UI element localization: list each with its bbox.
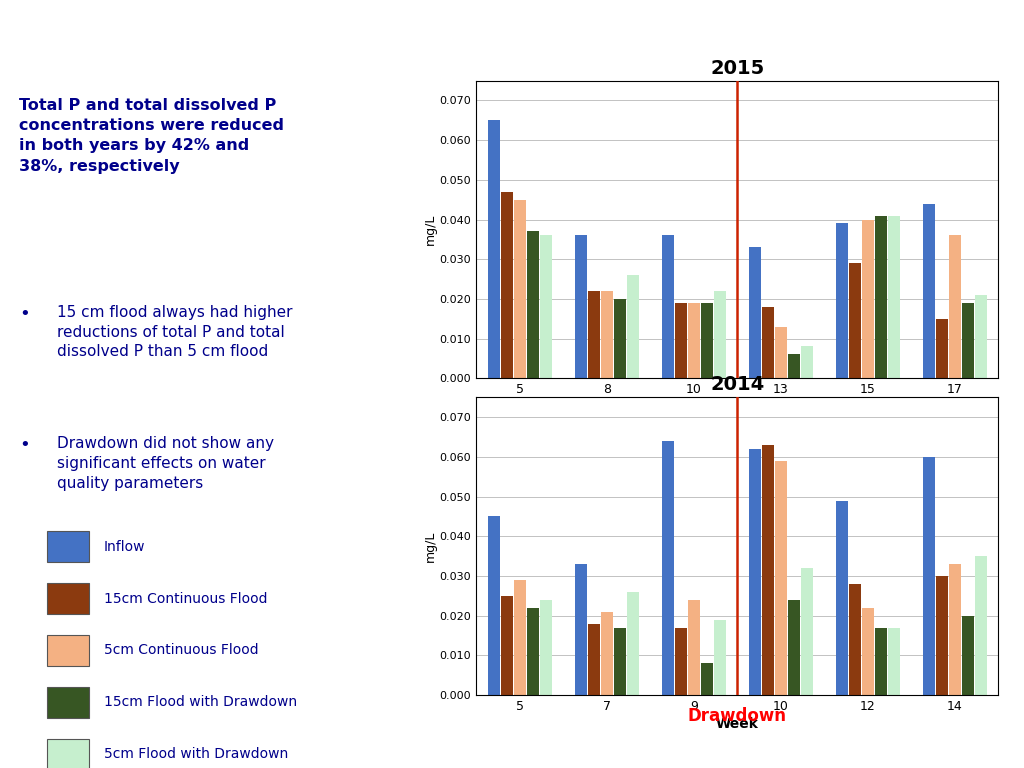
Text: •: •	[18, 436, 30, 454]
Bar	[874, 216, 887, 378]
Bar	[526, 607, 539, 695]
Bar	[675, 627, 687, 695]
Bar	[862, 220, 873, 378]
Bar	[849, 584, 861, 695]
Y-axis label: mg/L: mg/L	[424, 531, 437, 562]
Bar	[688, 303, 699, 378]
Text: 15cm Continuous Flood: 15cm Continuous Flood	[103, 591, 267, 606]
Bar	[688, 600, 699, 695]
Bar	[627, 275, 639, 378]
Bar	[501, 596, 513, 695]
Bar	[762, 306, 774, 378]
Bar	[540, 235, 552, 378]
FancyBboxPatch shape	[47, 531, 89, 562]
FancyBboxPatch shape	[47, 583, 89, 614]
Bar	[762, 445, 774, 695]
Bar	[923, 457, 935, 695]
Bar	[888, 627, 900, 695]
Text: 15cm Flood with Drawdown: 15cm Flood with Drawdown	[103, 695, 297, 710]
Text: Total P and total dissolved P
concentrations were reduced
in both years by 42% a: Total P and total dissolved P concentrat…	[18, 98, 284, 174]
Bar	[836, 501, 848, 695]
Bar	[787, 600, 800, 695]
Bar	[487, 516, 500, 695]
Bar	[849, 263, 861, 378]
Text: 15 cm flood always had higher
reductions of total P and total
dissolved P than 5: 15 cm flood always had higher reductions…	[56, 305, 292, 359]
Bar	[949, 235, 961, 378]
Text: 5cm Continuous Flood: 5cm Continuous Flood	[103, 644, 258, 657]
FancyBboxPatch shape	[47, 635, 89, 666]
Bar	[862, 607, 873, 695]
Bar	[936, 576, 948, 695]
Bar	[526, 231, 539, 378]
Title: 2015: 2015	[711, 58, 764, 78]
Bar	[514, 200, 525, 378]
Bar	[749, 247, 761, 378]
Bar	[975, 556, 987, 695]
Bar	[962, 616, 974, 695]
Bar	[836, 223, 848, 378]
Bar	[662, 441, 674, 695]
X-axis label: Week: Week	[716, 717, 759, 731]
Bar	[874, 627, 887, 695]
Bar	[588, 624, 600, 695]
Bar	[801, 568, 813, 695]
Bar	[700, 664, 713, 695]
FancyBboxPatch shape	[47, 687, 89, 718]
Text: Inflow: Inflow	[103, 540, 145, 554]
Y-axis label: mg/L: mg/L	[424, 214, 437, 245]
Bar	[613, 627, 626, 695]
Bar	[574, 235, 587, 378]
Bar	[888, 216, 900, 378]
Bar	[936, 319, 948, 378]
Bar	[601, 291, 612, 378]
FancyBboxPatch shape	[47, 739, 89, 768]
Bar	[749, 449, 761, 695]
Bar	[775, 326, 786, 378]
Text: •: •	[18, 305, 30, 323]
Bar	[775, 461, 786, 695]
Bar	[787, 355, 800, 378]
Bar	[962, 303, 974, 378]
Bar	[923, 204, 935, 378]
Text: 5cm Flood with Drawdown: 5cm Flood with Drawdown	[103, 747, 288, 761]
Bar	[662, 235, 674, 378]
Bar	[588, 291, 600, 378]
Text: Drawdown: Drawdown	[688, 707, 786, 725]
Bar	[675, 303, 687, 378]
Bar	[487, 121, 500, 378]
Bar	[613, 299, 626, 378]
Bar	[514, 580, 525, 695]
Text: Drawdown did not show any
significant effects on water
quality parameters: Drawdown did not show any significant ef…	[56, 436, 273, 491]
Bar	[501, 192, 513, 378]
Bar	[574, 564, 587, 695]
Bar	[801, 346, 813, 378]
Bar	[601, 611, 612, 695]
Bar	[975, 295, 987, 378]
Bar	[627, 592, 639, 695]
Bar	[714, 291, 726, 378]
Bar	[949, 564, 961, 695]
Bar	[700, 303, 713, 378]
Bar	[540, 600, 552, 695]
Bar	[714, 620, 726, 695]
Title: 2014: 2014	[711, 376, 764, 395]
